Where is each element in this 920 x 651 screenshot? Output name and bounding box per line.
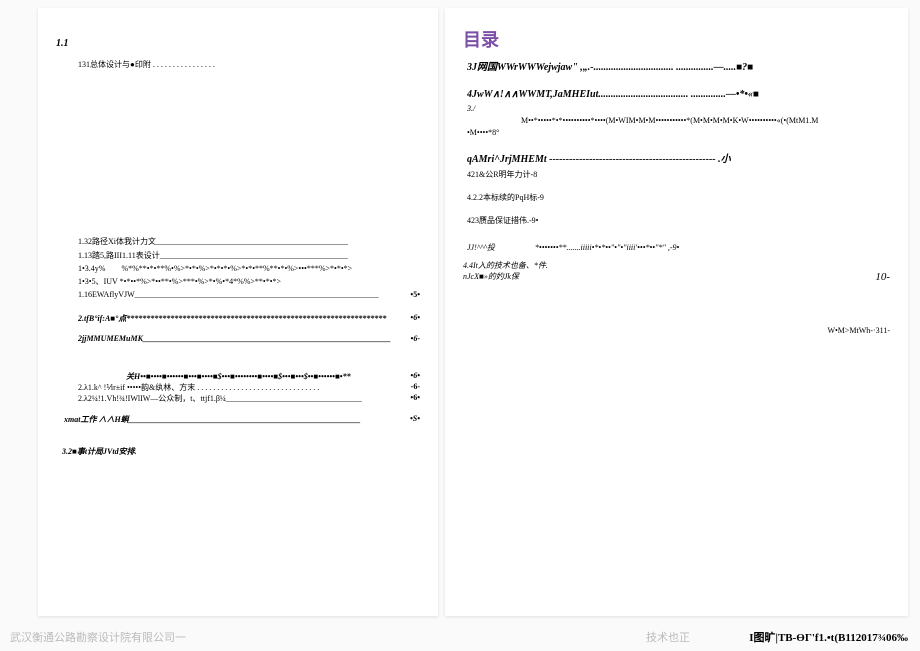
footer-company: 武汉衡通公路勘察设计院有限公司一 (10, 629, 186, 645)
toc-line-32: 3.2■事t计局JVtd安排. (62, 446, 420, 457)
toc-row-2a2: 2.λ2¼!1.Vh!¾!IWlIW—公众制，t、ttjf1.β¼_______… (78, 393, 420, 404)
row-44it: 4.4It入的技术也备、*件. (463, 260, 890, 271)
toc-line-135: 1•3•5、IUV *•*••*%>*••**•%>***•%>*•%•*4*%… (78, 276, 420, 287)
sec-wmt: W•M>MtWh-·311- (467, 326, 890, 335)
footer-tech: 技术也正 (646, 629, 690, 645)
left-page: 1.1 131总体设计与●印附 . . . . . . . . . . . . … (38, 8, 438, 616)
right-page: 目录 3J网国WWrWWWejwjaw" ,„.-...............… (445, 8, 908, 616)
toc-row-gh: 关H••■••••■••••••■•••■••••■$•••■••••••••■… (126, 371, 420, 382)
sec-3j: 3J网国WWrWWWejwjaw" ,„.-..................… (467, 58, 890, 73)
toc-line-113: 1.13踏5,路III1.11表设计______________________… (78, 250, 420, 261)
heading-1-1: 1.1 (56, 38, 420, 49)
toc-page-gh: •6• (410, 371, 420, 382)
toc-line-134y: 1•3.4y% %*%**•*•**%•%>*•*•%>*•*•*•%>*•*•… (78, 264, 420, 273)
gap (56, 73, 420, 233)
row-njc: nJcX■»的妁Jk保 10- (463, 271, 890, 283)
toc-row-xma: xmat工作 ∧∧H蝌_____________________________… (64, 414, 420, 425)
toc-label-2tf: 2.tfB°if:A■°点***************************… (78, 313, 386, 324)
sec-423: 423赝品保证措伟.-9• (467, 215, 890, 226)
toc-page-xma: •S• (410, 414, 420, 425)
footer-code: I图旷|TB-ƟΓ'f1.•t(B112017¾06‰ (749, 629, 908, 645)
toc-label-2a1: 2.λ1.k^ !⅟ir±if •••••韵&纨林、方末 . . . . . .… (78, 382, 319, 393)
toc-page-2a2: •6• (410, 393, 420, 404)
sec-4j: 4JwW∧!∧∧WWMT,JaMHEIut...................… (467, 89, 890, 100)
toc-label-116: 1.16EWAflyVJW___________________________… (78, 290, 379, 299)
sec-421: 421&公R明年力计-8 (467, 169, 890, 180)
sec-njc: nJcX■»的妁Jk保 (463, 271, 519, 283)
toc-label-2jj: 2jjMMUMEMuMK____________________________… (78, 334, 391, 343)
toc-line-131: 131总体设计与●印附 . . . . . . . . . . . . . . … (78, 59, 420, 70)
sec-qam: qAMri^JrjMHEMt -------------------------… (467, 150, 890, 165)
sec-mend: •M••••*8° (467, 128, 890, 137)
toc-row-2a1: 2.λ1.k^ !⅟ir±if •••••韵&纨林、方末 . . . . . .… (78, 382, 420, 393)
toc-row-2tf: 2.tfB°if:A■°点***************************… (78, 313, 420, 324)
toc-row-2jj: 2jjMMUMEMuMK____________________________… (78, 334, 420, 343)
page-10: 10- (875, 271, 890, 283)
toc-page-2tf: •6• (410, 313, 420, 324)
toc-row-116: 1.16EWAflyVJW___________________________… (78, 290, 420, 299)
toc-page-2jj: •6- (411, 334, 420, 343)
toc-page-116: •5• (410, 290, 420, 299)
toc-title: 目录 (463, 26, 890, 52)
sec-3slash: 3./ (467, 104, 890, 113)
toc-line-132: 1.32路径Xi体我计力文___________________________… (78, 236, 420, 247)
toc-label-2a2: 2.λ2¼!1.Vh!¾!IWlIW—公众制，t、ttjf1.β¼_______… (78, 393, 362, 404)
toc-label-gh: 关H••■••••■••••••■•••■••••■$•••■••••••••■… (126, 371, 351, 382)
sec-mline: M••*•••••*•*••••••••••*••••(M•WIM•M•M•••… (521, 116, 890, 125)
sec-jj: JJ!^^^投 *•••••••**.......iiiii•*•*••"•"•… (467, 242, 890, 253)
sec-44it: 4.4It入的技术也备、*件. (463, 260, 548, 271)
toc-label-xma: xmat工作 ∧∧H蝌_____________________________… (64, 414, 361, 425)
toc-page-2a1: -6- (411, 382, 420, 393)
sec-422: 4.2.2本标续的PqH标-9 (467, 192, 890, 203)
